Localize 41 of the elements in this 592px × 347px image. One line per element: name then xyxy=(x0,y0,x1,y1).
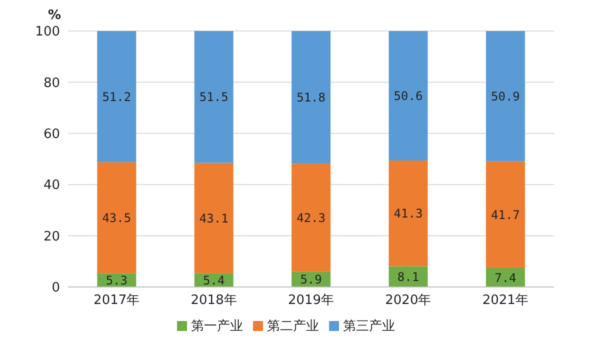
bar xyxy=(486,31,525,162)
y-tick-label: 60 xyxy=(43,127,60,142)
y-tick-label: 100 xyxy=(35,24,60,40)
data-label: 41.7 xyxy=(491,208,520,222)
data-label: 43.5 xyxy=(102,211,132,226)
bar xyxy=(292,164,331,272)
bar xyxy=(388,31,428,161)
data-label: 5.9 xyxy=(300,272,322,287)
x-tick-label: 2017年 xyxy=(94,293,140,308)
bar xyxy=(97,31,136,162)
data-label: 50.9 xyxy=(491,89,520,104)
bar xyxy=(486,161,525,268)
x-tick-label: 2019年 xyxy=(288,293,334,308)
bar xyxy=(97,162,136,274)
data-label: 51.5 xyxy=(199,90,228,104)
bar xyxy=(486,268,525,287)
data-label: 5.3 xyxy=(106,273,128,288)
y-tick-label: 80 xyxy=(43,76,60,91)
x-tick-label: 2018年 xyxy=(190,293,237,308)
bar xyxy=(292,31,331,164)
bar xyxy=(194,31,234,163)
data-label: 50.6 xyxy=(394,89,423,104)
x-tick-label: 2021年 xyxy=(482,293,528,308)
data-label: 7.4 xyxy=(494,270,516,285)
legend-label: 第一产业 xyxy=(191,319,243,334)
bar xyxy=(194,162,234,274)
y-tick-label: 40 xyxy=(43,178,60,194)
data-label: 5.4 xyxy=(203,273,225,288)
data-label: 8.1 xyxy=(397,270,420,284)
data-label: 43.1 xyxy=(199,211,228,226)
data-label: 51.8 xyxy=(296,90,326,105)
data-label: 51.2 xyxy=(102,90,132,104)
y-tick-label: 20 xyxy=(43,229,60,244)
y-tick-label: 0 xyxy=(52,280,60,296)
data-label: 42.3 xyxy=(296,211,326,226)
data-label: 41.3 xyxy=(394,206,423,221)
y-axis-title: % xyxy=(48,8,62,23)
bar xyxy=(388,160,428,266)
legend-label: 第三产业 xyxy=(343,319,395,334)
legend-label: 第二产业 xyxy=(267,319,319,334)
x-tick-label: 2020年 xyxy=(385,293,432,308)
